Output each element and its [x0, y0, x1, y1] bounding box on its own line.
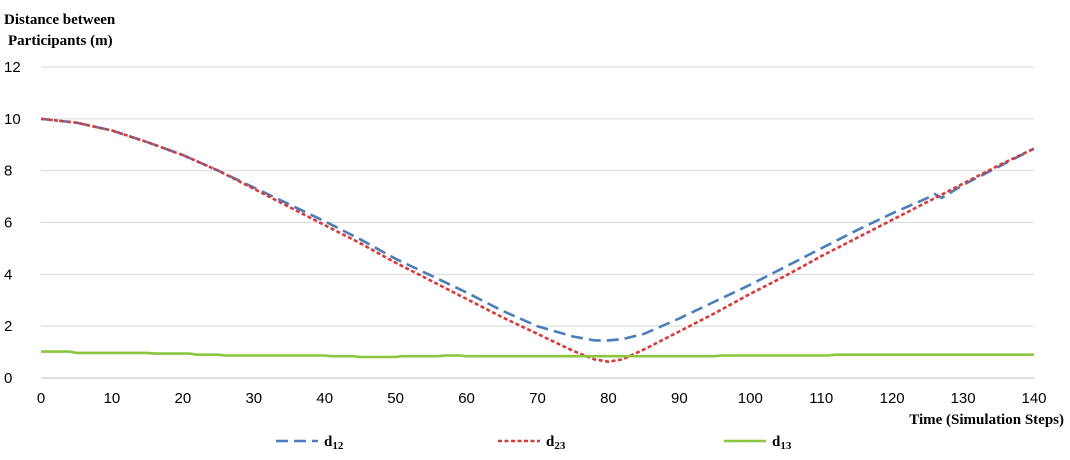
- series-line-d23: [40, 117, 1035, 364]
- x-tick-label: 10: [104, 390, 121, 407]
- gridlines: [41, 66, 1034, 379]
- y-tick-label: 10: [4, 111, 21, 128]
- legend-label-d23: d23: [546, 434, 566, 452]
- x-tick-label: 90: [671, 390, 688, 407]
- y-tick-label: 2: [4, 318, 12, 335]
- y-tick-label: 8: [4, 163, 12, 180]
- y-tick-label: 4: [4, 266, 12, 283]
- x-tick-label: 100: [738, 390, 763, 407]
- legend-label-d12: d12: [324, 434, 344, 452]
- legend-label-base: d: [772, 434, 781, 450]
- y-tick-labels: 0 2 4 6 8 10 12: [4, 59, 21, 387]
- legend-label-base: d: [546, 434, 555, 450]
- y-axis-label-line-2: Participants (m): [8, 33, 113, 49]
- y-tick-label: 12: [4, 59, 21, 76]
- legend-label-d13: d13: [772, 434, 792, 452]
- x-axis-label: Time (Simulation Steps): [909, 412, 1064, 428]
- x-tick-label: 40: [316, 390, 333, 407]
- series-line-d12: [40, 117, 1035, 342]
- x-tick-label: 50: [387, 390, 404, 407]
- legend-label-base: d: [324, 434, 333, 450]
- y-tick-label: 6: [4, 215, 12, 232]
- x-tick-label: 30: [245, 390, 262, 407]
- x-tick-label: 70: [529, 390, 546, 407]
- y-tick-label: 0: [4, 370, 12, 387]
- x-tick-label: 130: [951, 390, 976, 407]
- legend-label-subscript: 23: [554, 440, 566, 452]
- x-tick-label: 60: [458, 390, 475, 407]
- x-tick-labels: 0 10 20 30 40 50 60 70 80 90 100 110 120 130 140: [37, 390, 1047, 407]
- x-tick-label: 140: [1021, 390, 1046, 407]
- legend: d12 d23 d13: [276, 434, 792, 452]
- x-tick-label: 120: [880, 390, 905, 407]
- legend-label-subscript: 12: [332, 440, 344, 452]
- series-line-d13: [41, 350, 1034, 359]
- x-tick-label: 0: [37, 390, 45, 407]
- x-tick-label: 110: [809, 390, 833, 407]
- x-tick-label: 80: [600, 390, 617, 407]
- legend-label-subscript: 13: [780, 440, 792, 452]
- x-tick-label: 20: [175, 390, 192, 407]
- series-lines: [40, 117, 1035, 364]
- y-axis-label-line-1: Distance between: [4, 12, 116, 28]
